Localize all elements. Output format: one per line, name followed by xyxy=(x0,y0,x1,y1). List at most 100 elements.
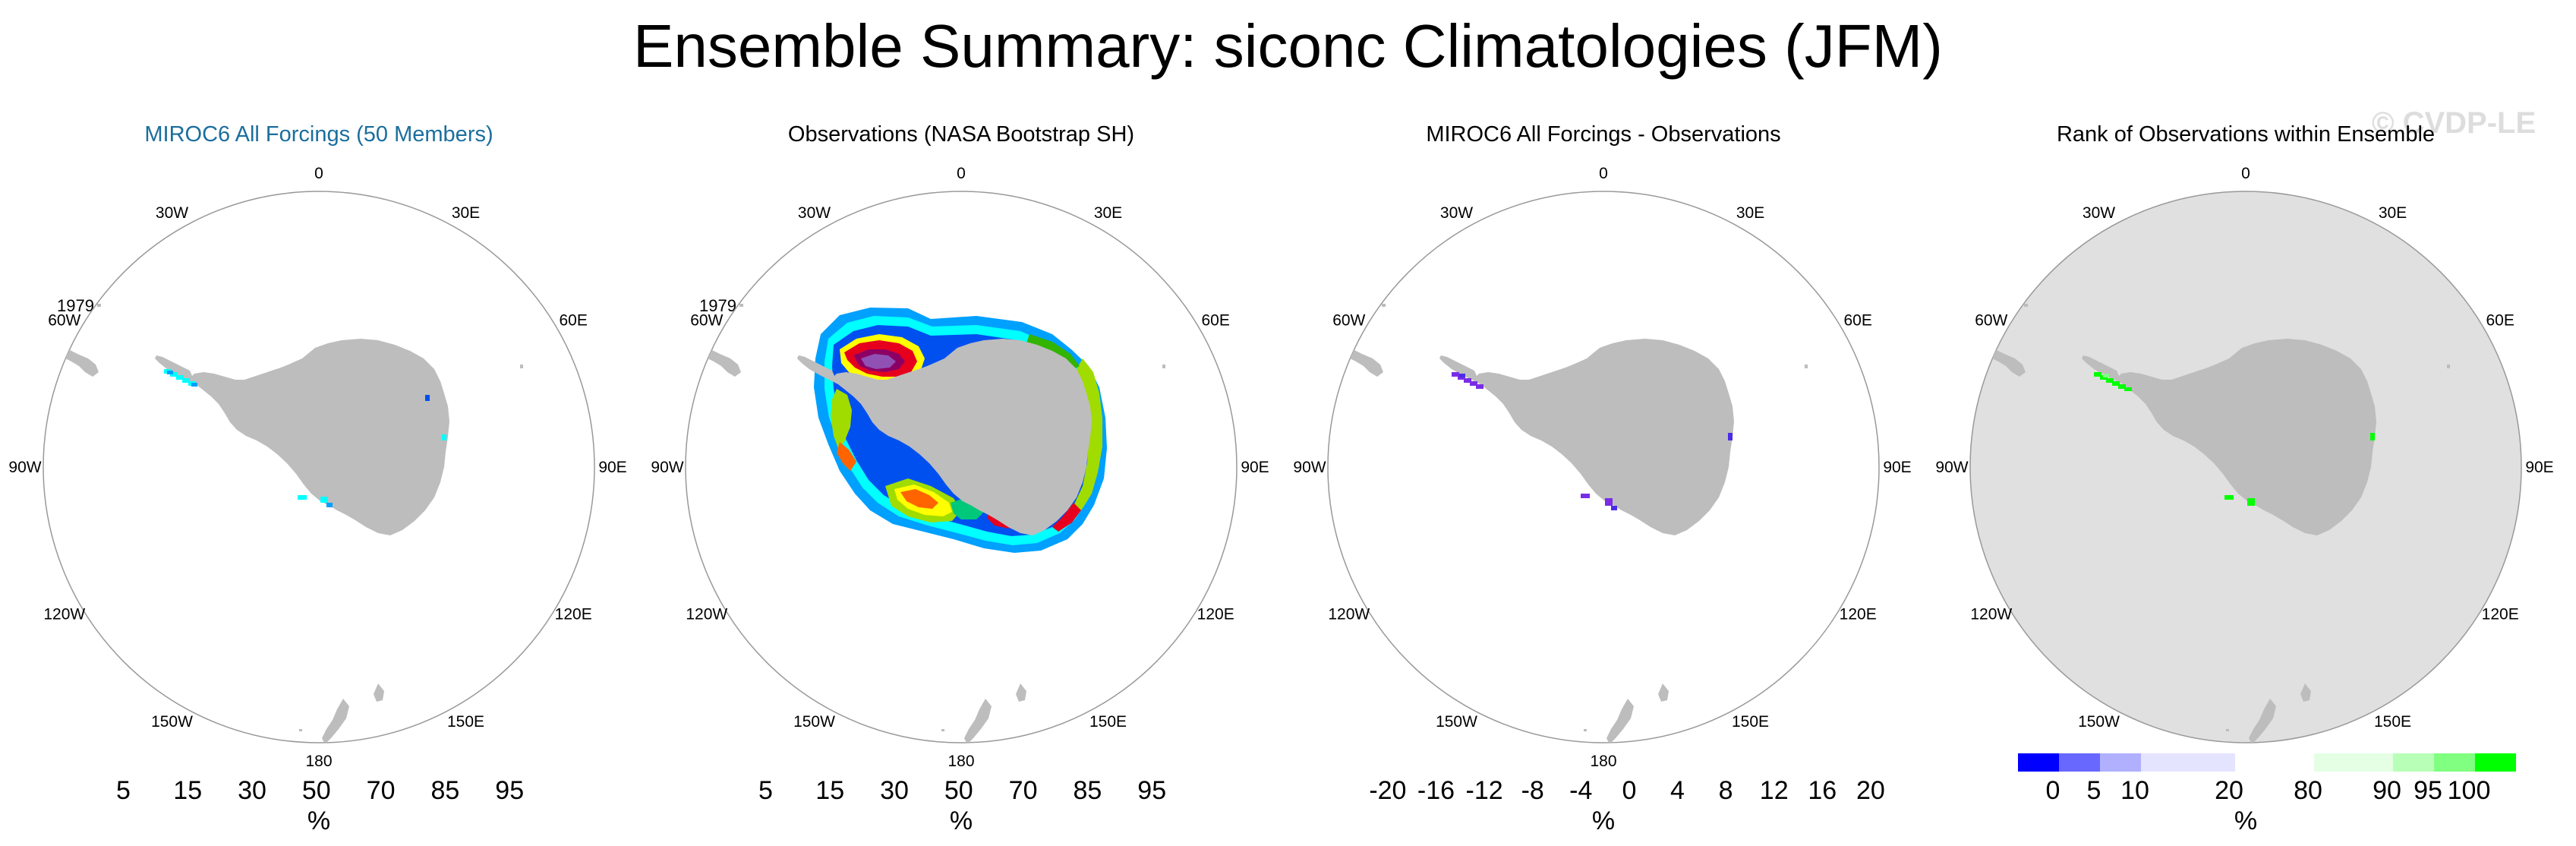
lon-label: 150W xyxy=(151,713,193,731)
new-zealand-north xyxy=(1658,683,1669,702)
antarctic-peninsula xyxy=(155,355,196,384)
colorbar-tick-label: 20 xyxy=(1856,776,1885,805)
lon-label: 90W xyxy=(1935,459,1968,476)
ice-cell xyxy=(2247,498,2255,506)
colorbar-units: % xyxy=(2234,807,2257,835)
colorbar: 5 15 30 50 70 85 95% xyxy=(116,776,524,835)
new-zealand-south xyxy=(1606,699,1634,743)
antarctica-land xyxy=(2117,339,2376,535)
lon-label: 30W xyxy=(156,204,188,222)
ice-cell xyxy=(1611,506,1617,510)
lon-label: 150E xyxy=(447,713,484,731)
colorbar: 5 15 30 50 70 85 95% xyxy=(758,776,1166,835)
colorbar-swatch xyxy=(2434,753,2475,772)
colorbar-tick-label: 80 xyxy=(2294,776,2322,805)
lon-label: 180 xyxy=(947,753,974,770)
lon-label: 90W xyxy=(651,459,683,476)
lon-label: 60W xyxy=(1975,312,2007,330)
lon-label: 150E xyxy=(2374,713,2411,731)
lon-label: 60W xyxy=(48,312,80,330)
colorbar: 0 5 10 20 80 90 95 100% xyxy=(2018,753,2516,835)
antarctic-peninsula xyxy=(1439,355,1480,384)
lon-label: 30E xyxy=(452,204,480,222)
colorbar-swatch xyxy=(2059,753,2100,772)
ice-cell xyxy=(320,497,328,503)
lon-label: 60E xyxy=(560,312,588,330)
falklands xyxy=(1995,354,1999,357)
new-zealand-south xyxy=(2249,699,2276,743)
south-georgia xyxy=(2024,304,2028,307)
colorbar-units: % xyxy=(1592,807,1615,835)
ice-cell xyxy=(170,372,178,377)
panel-title: MIROC6 All Forcings - Observations xyxy=(1426,122,1781,147)
ice-cell xyxy=(2094,372,2101,377)
colorbar-tick-label: 30 xyxy=(238,776,266,805)
colorbar-tick-label: 50 xyxy=(944,776,973,805)
figure-title: Ensemble Summary: siconc Climatologies (… xyxy=(633,12,1943,80)
ice-ross-70 xyxy=(900,489,938,509)
map-body xyxy=(1969,191,2522,743)
colorbar-tick-label: -8 xyxy=(1521,776,1544,805)
lon-label: 120E xyxy=(1840,606,1877,623)
ice-cell xyxy=(1452,372,1459,377)
south-georgia xyxy=(739,304,743,307)
colorbar-tick-label: 85 xyxy=(1073,776,1102,805)
ice-east-coast xyxy=(1074,358,1102,510)
lon-label: 30E xyxy=(1094,204,1122,222)
ice-cell xyxy=(1728,433,1733,440)
panel-model-climatology: MIROC6 All Forcings (50 Members) 1979-20… xyxy=(8,106,626,835)
new-zealand-south xyxy=(964,699,992,743)
colorbar-tick-label: 30 xyxy=(880,776,909,805)
map-body xyxy=(1327,191,1880,743)
lon-label: 180 xyxy=(305,753,332,770)
macquarie xyxy=(1584,729,1587,731)
colorbar-units: % xyxy=(307,807,330,835)
colorbar-tick-label: 5 xyxy=(758,776,773,805)
lon-label: 60W xyxy=(1332,312,1365,330)
colorbar-swatch xyxy=(2314,753,2393,772)
lon-label: 150W xyxy=(793,713,835,731)
polar-map: 1979-2022 030E60E90E120E150E180150W120W9… xyxy=(651,165,1269,770)
colorbar-tick-label: 100 xyxy=(2448,776,2491,805)
ice-cell xyxy=(191,383,197,387)
south-america-land xyxy=(688,327,741,377)
polar-map: 1979-2022 030E60E90E120E150E180150W120W9… xyxy=(8,165,626,770)
south-america-land xyxy=(1330,327,1383,377)
ice-cell xyxy=(2370,433,2375,440)
colorbar-tick-label: 0 xyxy=(2046,776,2060,805)
kerguelen xyxy=(1805,365,1808,368)
antarctic-peninsula xyxy=(2082,355,2123,384)
lon-label: 90E xyxy=(1883,459,1911,476)
new-zealand-south xyxy=(322,699,349,743)
colorbar-tick-label: 50 xyxy=(302,776,331,805)
antarctica-land xyxy=(1474,339,1734,535)
lon-label: 120W xyxy=(686,606,727,623)
lon-label: 120E xyxy=(1197,606,1234,623)
colorbar-tick-label: 15 xyxy=(173,776,202,805)
lon-label: 90E xyxy=(598,459,626,476)
panel-title: Observations (NASA Bootstrap SH) xyxy=(787,122,1135,147)
lon-label: 60W xyxy=(690,312,723,330)
colorbar-tick-label: 95 xyxy=(2414,776,2442,805)
polar-map: 0 30E 60E 90E 120E 150E 180 150W 120W 90W 60W 30W xyxy=(1293,165,1911,770)
colorbar-tick-label: 12 xyxy=(1760,776,1789,805)
ice-cell xyxy=(2118,384,2126,389)
kerguelen xyxy=(2447,365,2450,368)
lon-label: 150E xyxy=(1732,713,1769,731)
colorbar-swatch xyxy=(2141,753,2235,772)
lon-label: 120E xyxy=(2482,606,2519,623)
panel-observations: Observations (NASA Bootstrap SH) 1979-20… xyxy=(651,106,1269,835)
map-content xyxy=(688,304,1165,743)
falklands xyxy=(1353,354,1357,357)
colorbar-swatch xyxy=(2393,753,2434,772)
lon-label: 120W xyxy=(1970,606,2012,623)
colorbar-tick-label: 8 xyxy=(1719,776,1733,805)
colorbar-tick-label: 20 xyxy=(2215,776,2243,805)
new-zealand-north xyxy=(1016,683,1026,702)
colorbar-tick-label: -12 xyxy=(1466,776,1503,805)
ice-cell xyxy=(182,378,190,383)
colorbar-tick-label: -16 xyxy=(1417,776,1455,805)
